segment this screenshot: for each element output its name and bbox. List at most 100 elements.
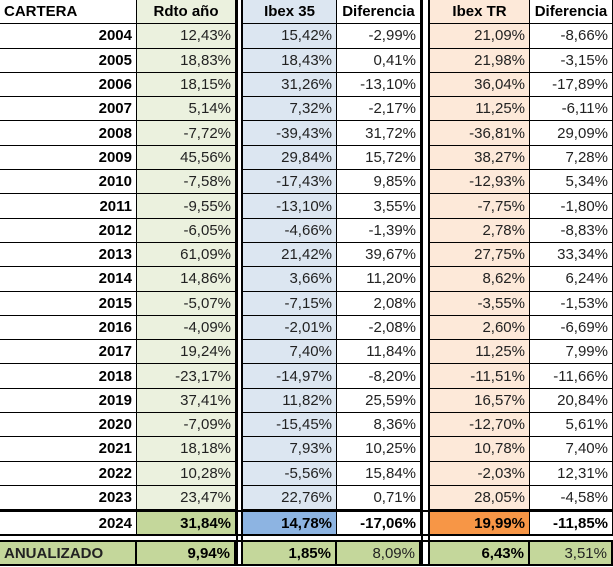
ibex35-cell: 11,82%: [243, 388, 337, 414]
column-separator: [421, 542, 430, 567]
diferencia-ibex35-cell: -2,17%: [337, 97, 421, 122]
table-row: 2010 -7,58% -17,43% 9,85% -12,93% 5,34%: [0, 170, 613, 195]
column-separator: [421, 340, 430, 365]
column-separator: [236, 48, 243, 73]
ibextr-cell: 19,99%: [430, 512, 530, 537]
ibex35-cell: 14,78%: [243, 512, 337, 537]
ibex35-cell: -14,97%: [243, 364, 337, 389]
rdto-cell: -23,17%: [137, 364, 236, 389]
ibextr-cell: 38,27%: [430, 145, 530, 171]
table-row: 2008 -7,72% -39,43% 31,72% -36,81% 29,09%: [0, 121, 613, 146]
diferencia-ibex35-cell: 3,55%: [337, 194, 421, 219]
header-ibex35: Ibex 35: [243, 0, 337, 25]
ibex35-cell: 22,76%: [243, 485, 337, 511]
diferencia-ibextr-cell: -1,53%: [530, 291, 613, 316]
ibex35-cell: -2,01%: [243, 315, 337, 341]
header-row: CARTERA Rdto año Ibex 35 Diferencia Ibex…: [0, 0, 613, 25]
year-cell: 2021: [0, 437, 137, 462]
column-separator: [236, 485, 243, 511]
year-cell: 2014: [0, 267, 137, 292]
column-separator: [236, 364, 243, 389]
diferencia-ibextr-cell: 7,40%: [530, 437, 613, 462]
table-row-2024: 2024 31,84% 14,78% -17,06% 19,99% -11,85…: [0, 510, 613, 537]
ibex35-cell: 7,40%: [243, 340, 337, 365]
table-row: 2019 37,41% 11,82% 25,59% 16,57% 20,84%: [0, 388, 613, 414]
annualized-row: ANUALIZADO 9,94% 1,85% 8,09% 6,43% 3,51%: [0, 540, 613, 567]
diferencia-ibextr-cell: -3,15%: [530, 48, 613, 73]
table-row: 2012 -6,05% -4,66% -1,39% 2,78% -8,83%: [0, 218, 613, 243]
diferencia-ibex35-cell: 2,08%: [337, 291, 421, 316]
ibextr-cell: -36,81%: [430, 121, 530, 146]
column-separator: [236, 0, 243, 25]
ibex35-cell: 7,32%: [243, 97, 337, 122]
rdto-cell: -9,55%: [137, 194, 236, 219]
ibex35-cell: -39,43%: [243, 121, 337, 146]
column-separator: [421, 485, 430, 511]
year-cell: 2024: [0, 512, 137, 537]
diferencia-ibextr-cell: 6,24%: [530, 267, 613, 292]
ibextr-cell: -11,51%: [430, 364, 530, 389]
column-separator: [236, 72, 243, 98]
table-row: 2021 18,18% 7,93% 10,25% 10,78% 7,40%: [0, 437, 613, 462]
column-separator: [236, 437, 243, 462]
diferencia-ibex35-cell: 11,20%: [337, 267, 421, 292]
ibex35-cell: -17,43%: [243, 170, 337, 195]
diferencia-ibex35-cell: -2,99%: [337, 24, 421, 49]
table-row: 2023 23,47% 22,76% 0,71% 28,05% -4,58%: [0, 485, 613, 511]
ibextr-cell: -12,70%: [430, 413, 530, 438]
rdto-cell: 61,09%: [137, 242, 236, 268]
diferencia-ibex35-cell: 11,84%: [337, 340, 421, 365]
column-separator: [236, 388, 243, 414]
column-separator: [421, 388, 430, 414]
table-row: 2007 5,14% 7,32% -2,17% 11,25% -6,11%: [0, 97, 613, 122]
diferencia-ibextr-cell: -8,83%: [530, 218, 613, 243]
column-separator: [421, 97, 430, 122]
column-separator: [421, 364, 430, 389]
ibextr-cell: 36,04%: [430, 72, 530, 98]
diferencia-ibex35-cell: -2,08%: [337, 315, 421, 341]
rdto-cell: -6,05%: [137, 218, 236, 243]
column-separator: [236, 24, 243, 49]
spacer: [0, 536, 613, 541]
table-row: 2022 10,28% -5,56% 15,84% -2,03% 12,31%: [0, 461, 613, 486]
diferencia-ibex35-cell: -17,06%: [337, 512, 421, 537]
year-cell: 2020: [0, 413, 137, 438]
rdto-cell: 18,83%: [137, 48, 236, 73]
table-row: 2020 -7,09% -15,45% 8,36% -12,70% 5,61%: [0, 413, 613, 438]
rdto-cell: 45,56%: [137, 145, 236, 171]
diferencia-ibex35-cell: 0,41%: [337, 48, 421, 73]
ibextr-cell: 16,57%: [430, 388, 530, 414]
ibex35-cell: -15,45%: [243, 413, 337, 438]
column-separator: [421, 413, 430, 438]
ibex35-cell: 29,84%: [243, 145, 337, 171]
column-separator: [236, 242, 243, 268]
diferencia-ibex35-cell: 31,72%: [337, 121, 421, 146]
column-separator: [236, 291, 243, 316]
diferencia-ibextr-cell: -6,11%: [530, 97, 613, 122]
header-ibextr: Ibex TR: [430, 0, 530, 25]
ibex35-cell: -7,15%: [243, 291, 337, 316]
rdto-cell: 18,18%: [137, 437, 236, 462]
year-cell: 2012: [0, 218, 137, 243]
rdto-cell: 18,15%: [137, 72, 236, 98]
ibextr-cell: 21,09%: [430, 24, 530, 49]
column-separator: [421, 315, 430, 341]
ibex35-cell: 3,66%: [243, 267, 337, 292]
table-row: 2005 18,83% 18,43% 0,41% 21,98% -3,15%: [0, 48, 613, 73]
year-cell: 2009: [0, 145, 137, 171]
diferencia-ibextr-cell: 7,99%: [530, 340, 613, 365]
diferencia-ibextr-cell: 33,34%: [530, 242, 613, 268]
diferencia-ibextr-cell: -1,80%: [530, 194, 613, 219]
rdto-cell: -7,09%: [137, 413, 236, 438]
ibextr-cell: 10,78%: [430, 437, 530, 462]
column-separator: [421, 267, 430, 292]
ibextr-cell: -12,93%: [430, 170, 530, 195]
column-separator: [421, 121, 430, 146]
annualized-label: ANUALIZADO: [0, 542, 137, 567]
ibextr-cell: -7,75%: [430, 194, 530, 219]
ibextr-cell: 27,75%: [430, 242, 530, 268]
ibextr-cell: 28,05%: [430, 485, 530, 511]
rdto-cell: -7,72%: [137, 121, 236, 146]
ibex35-cell: 7,93%: [243, 437, 337, 462]
year-cell: 2023: [0, 485, 137, 511]
